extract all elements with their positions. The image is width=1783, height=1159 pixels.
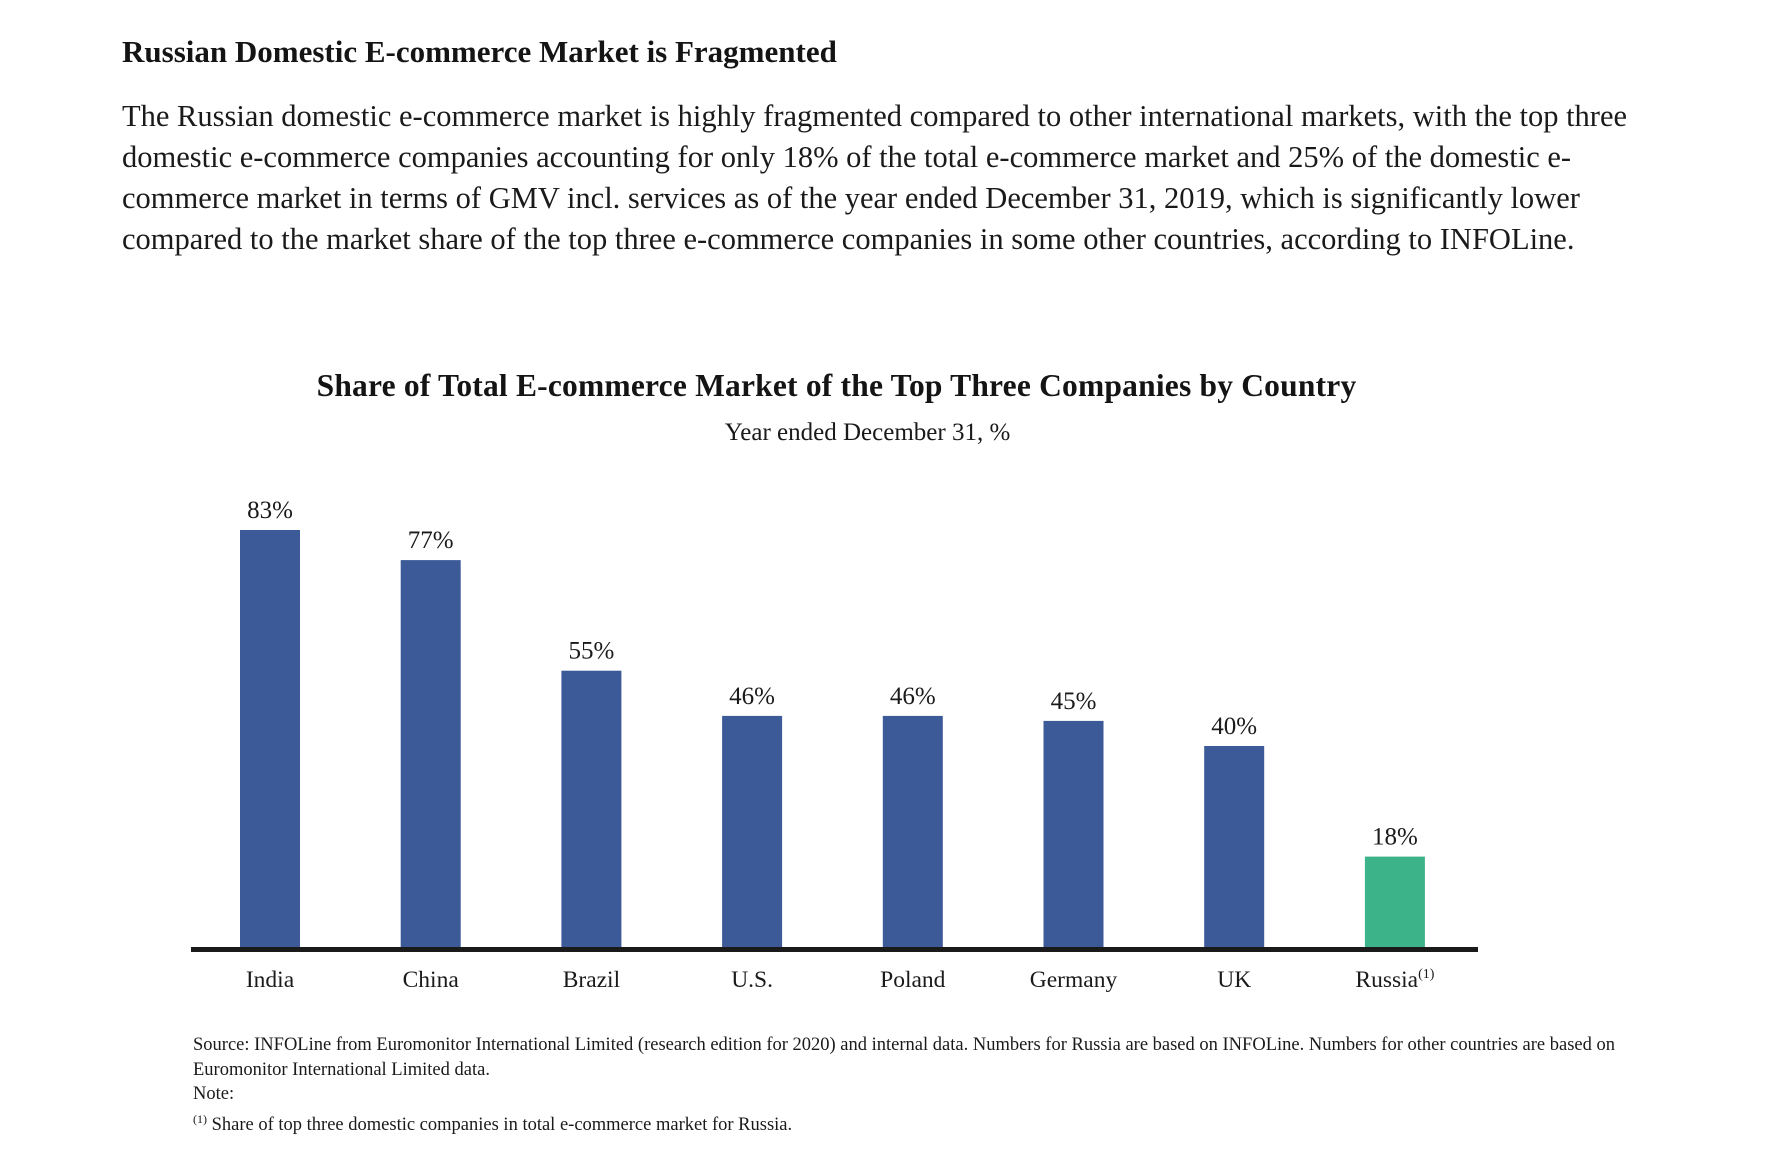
source-note: Source: INFOLine from Euromonitor Intern… (193, 1035, 1616, 1080)
bar-germany (1043, 720, 1104, 947)
bar-india (240, 530, 300, 947)
note-text: Share of top three domestic companies in… (211, 1114, 793, 1135)
chart-subtitle: Year ended December 31, % (724, 419, 1011, 446)
intro-paragraph: The Russian domestic e-commerce market i… (122, 99, 1628, 256)
value-label: 83% (247, 497, 293, 524)
category-label: China (403, 967, 460, 993)
bar-us (722, 715, 783, 947)
note-line: (1) Share of top three domestic companie… (193, 1107, 1633, 1138)
section-heading: Russian Domestic E-commerce Market is Fr… (122, 34, 837, 69)
category-superscript: (1) (1418, 967, 1435, 982)
note-label: Note: (193, 1084, 235, 1104)
value-label: 46% (890, 683, 936, 710)
category-label: Russia(1) (1355, 967, 1434, 993)
bar-poland (882, 715, 943, 947)
bar-brazil (561, 670, 622, 947)
category-label: Poland (880, 967, 946, 993)
note-marker: (1) (193, 1111, 207, 1126)
value-label: 18% (1372, 824, 1418, 851)
bar-russia (1364, 856, 1425, 947)
value-label: 40% (1211, 713, 1257, 740)
category-label: U.S. (731, 967, 773, 993)
category-label: UK (1217, 967, 1251, 993)
chart-subtitle-wrap: Year ended December 31, % (0, 419, 1783, 447)
category-label: India (246, 967, 295, 993)
category-label: Brazil (563, 967, 621, 993)
category-label: Germany (1030, 967, 1118, 993)
value-label: 55% (568, 638, 614, 665)
chart-title-wrap: Share of Total E-commerce Market of the … (0, 368, 1783, 404)
chart-title: Share of Total E-commerce Market of the … (316, 368, 1357, 403)
value-label: 77% (408, 527, 454, 554)
bar-uk (1204, 746, 1265, 947)
footnotes: Source: INFOLine from Euromonitor Intern… (193, 1033, 1633, 1137)
bar-china (400, 560, 461, 947)
value-label: 45% (1051, 688, 1097, 715)
value-label: 46% (729, 683, 775, 710)
